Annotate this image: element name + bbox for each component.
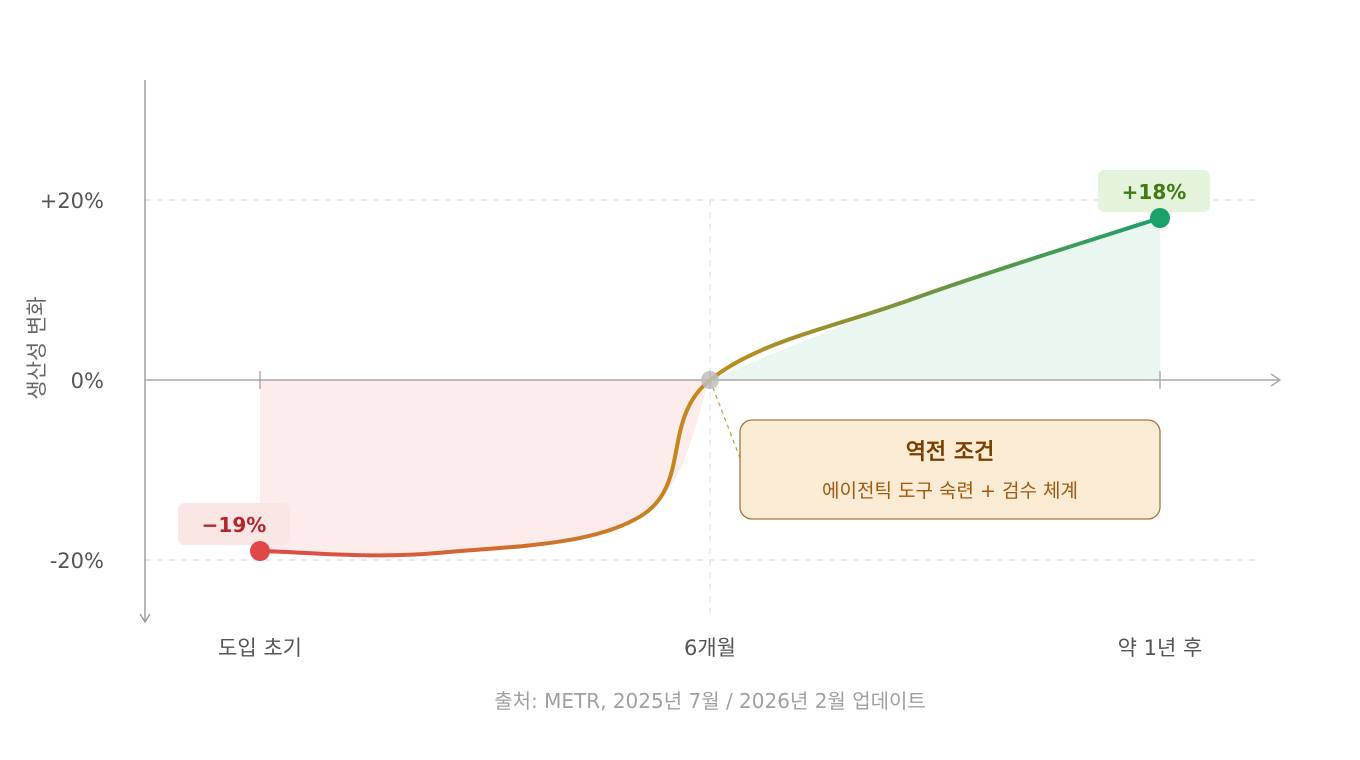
positive-value-badge (1098, 170, 1210, 212)
annotation-box: 역전 조건 에이전틱 도구 숙련 + 검수 체계 (709, 379, 1161, 520)
annotation-title: 역전 조건 (906, 440, 995, 465)
y-tick-label: +20% (40, 189, 104, 213)
point-labels: −19% +18% (178, 170, 1210, 561)
y-axis-arrow (139, 613, 151, 624)
data-point (250, 541, 270, 561)
annotation-leader-line (709, 379, 741, 459)
y-tick-label: 0% (71, 369, 104, 393)
x-tick-label: 6개월 (684, 636, 736, 660)
positive-value-label: +18% (1122, 180, 1187, 204)
negative-value-label: −19% (202, 513, 267, 537)
negative-area (260, 380, 710, 556)
y-tick-label: -20% (50, 549, 104, 573)
source-note: 출처: METR, 2025년 7월 / 2026년 2월 업데이트 (494, 689, 926, 713)
positive-area (710, 218, 1160, 380)
annotation-background (739, 419, 1161, 520)
series-line (258, 216, 1162, 558)
x-axis-arrow (1270, 373, 1282, 387)
x-tick-label: 약 1년 후 (1118, 636, 1203, 660)
tick-labels: +20% 0% -20% 도입 초기 6개월 약 1년 후 (40, 189, 1203, 660)
grid-lines (145, 199, 1258, 620)
negative-value-badge (178, 503, 290, 545)
data-point (701, 371, 719, 389)
x-tick-label: 도입 초기 (218, 636, 302, 660)
annotation-subtitle: 에이전틱 도구 숙련 + 검수 체계 (822, 480, 1078, 502)
data-point (1150, 208, 1170, 228)
y-axis-label: 생산성 변화 (25, 296, 49, 399)
area-fills (260, 218, 1160, 556)
series-line-group (258, 216, 1162, 558)
